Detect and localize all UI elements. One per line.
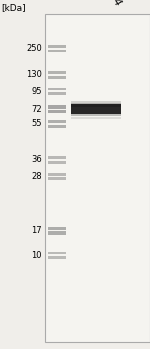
Bar — [48, 120, 66, 124]
Bar — [48, 161, 66, 164]
Bar — [71, 117, 121, 119]
Text: [kDa]: [kDa] — [2, 3, 26, 12]
Text: 72: 72 — [31, 105, 42, 113]
Bar — [48, 76, 66, 79]
Bar — [48, 227, 66, 230]
Text: RT-4: RT-4 — [102, 0, 123, 9]
Text: 250: 250 — [26, 44, 42, 53]
Bar — [48, 50, 66, 52]
Bar — [48, 92, 66, 95]
Bar — [71, 101, 121, 103]
Bar — [48, 173, 66, 176]
Bar — [48, 252, 66, 254]
Text: 10: 10 — [32, 251, 42, 260]
Text: 95: 95 — [32, 87, 42, 96]
Bar — [48, 177, 66, 180]
Bar — [45, 14, 150, 342]
Text: 28: 28 — [31, 172, 42, 181]
Text: 55: 55 — [32, 119, 42, 128]
Bar — [48, 125, 66, 128]
Bar — [48, 231, 66, 235]
Bar — [48, 71, 66, 74]
Bar — [48, 105, 66, 109]
Bar — [48, 156, 66, 159]
Bar — [48, 45, 66, 48]
Text: 130: 130 — [26, 70, 42, 79]
Bar — [71, 104, 121, 114]
Bar — [48, 110, 66, 113]
Bar — [48, 88, 66, 90]
Bar — [48, 257, 66, 259]
Bar — [71, 113, 121, 117]
Text: 17: 17 — [31, 226, 42, 235]
Bar — [71, 103, 121, 107]
Text: 36: 36 — [31, 155, 42, 164]
